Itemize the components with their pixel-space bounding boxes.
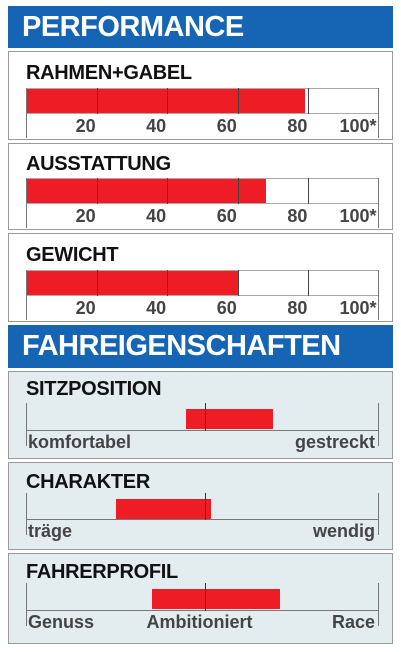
feature-charakter: CHARAKTER träge wendig xyxy=(8,462,393,550)
ausstattung-bar-track xyxy=(26,178,379,204)
scale-left-end xyxy=(26,403,27,446)
axis-left-edge xyxy=(26,270,27,320)
tick-label: 60 xyxy=(216,298,237,318)
scale-end-label: Ambitioniert xyxy=(146,612,253,632)
scale-end-label: wendig xyxy=(313,521,375,541)
performance-rahmen-gabel: RAHMEN+GABEL 20 40 60 80 100* xyxy=(8,51,393,140)
gridline xyxy=(237,88,239,114)
tick-label: 100* xyxy=(339,298,377,318)
tick-label: 20 xyxy=(75,116,96,136)
gridline xyxy=(167,270,169,296)
tick-label: 60 xyxy=(216,116,237,136)
scale-right-end xyxy=(378,403,379,446)
scale-left-end xyxy=(26,493,27,535)
sitzposition-title: SITZPOSITION xyxy=(26,378,162,400)
rahmen-gabel-bar-track xyxy=(26,88,379,114)
scale-end-label: Race xyxy=(331,612,375,632)
rahmen-gabel-title: RAHMEN+GABEL xyxy=(26,62,192,84)
fahreigenschaften-header: FAHREIGENSCHAFTEN xyxy=(8,325,393,368)
gridline xyxy=(237,178,239,204)
axis-left-edge xyxy=(26,88,27,138)
fahrerprofil-title: FAHRERPROFIL xyxy=(26,561,178,583)
tick-label: 80 xyxy=(287,116,308,136)
tick-label: 60 xyxy=(216,206,237,226)
gridline xyxy=(167,88,169,114)
axis-right-edge xyxy=(378,88,379,138)
range-bar xyxy=(152,589,281,609)
scale-left-end xyxy=(26,583,27,626)
gridline xyxy=(237,270,239,296)
feature-fahrerprofil: FAHRERPROFIL Genuss Ambitioniert Race xyxy=(8,553,393,644)
performance-ausstattung: AUSSTATTUNG 20 40 60 80 100* xyxy=(8,143,393,230)
tick-label: 100* xyxy=(339,116,377,136)
range-bar xyxy=(116,499,212,519)
ausstattung-title: AUSSTATTUNG xyxy=(26,153,171,175)
tick-label: 100* xyxy=(339,206,377,226)
axis-left-edge xyxy=(26,178,27,228)
tick-label: 40 xyxy=(146,298,167,318)
scale-end-label: träge xyxy=(28,521,73,541)
gridline xyxy=(167,178,169,204)
axis-right-edge xyxy=(378,270,379,320)
gridline xyxy=(96,270,98,296)
range-bar xyxy=(185,409,274,429)
tick-label: 80 xyxy=(287,206,308,226)
feature-sitzposition: SITZPOSITION komfortabel gestreckt xyxy=(8,371,393,459)
scale-end-label: Genuss xyxy=(28,612,95,632)
scale-right-end xyxy=(378,583,379,626)
gridline xyxy=(308,88,310,114)
tick-label: 20 xyxy=(75,298,96,318)
scale-midline xyxy=(204,493,206,520)
gridline xyxy=(308,178,310,204)
scale-baseline xyxy=(26,610,379,611)
tick-label: 20 xyxy=(75,206,96,226)
gridline xyxy=(308,270,310,296)
performance-gewicht: GEWICHT 20 40 60 80 100* xyxy=(8,233,393,322)
scale-end-label: komfortabel xyxy=(28,432,132,452)
performance-bar-fill xyxy=(26,271,238,295)
gewicht-title: GEWICHT xyxy=(26,244,119,266)
gewicht-bar-track xyxy=(26,270,379,296)
tick-label: 40 xyxy=(146,206,167,226)
scale-right-end xyxy=(378,493,379,535)
gridline xyxy=(96,88,98,114)
performance-bar-fill xyxy=(26,179,267,203)
charakter-title: CHARAKTER xyxy=(26,471,150,493)
scale-midline xyxy=(204,403,206,431)
scale-baseline xyxy=(26,430,379,431)
scale-midline xyxy=(204,583,206,611)
performance-bar-fill xyxy=(26,89,305,113)
tick-label: 80 xyxy=(287,298,308,318)
performance-header: PERFORMANCE xyxy=(8,6,393,48)
scale-baseline xyxy=(26,519,379,520)
axis-right-edge xyxy=(378,178,379,228)
gridline xyxy=(96,178,98,204)
tick-label: 40 xyxy=(146,116,167,136)
scale-end-label: gestreckt xyxy=(294,432,375,452)
